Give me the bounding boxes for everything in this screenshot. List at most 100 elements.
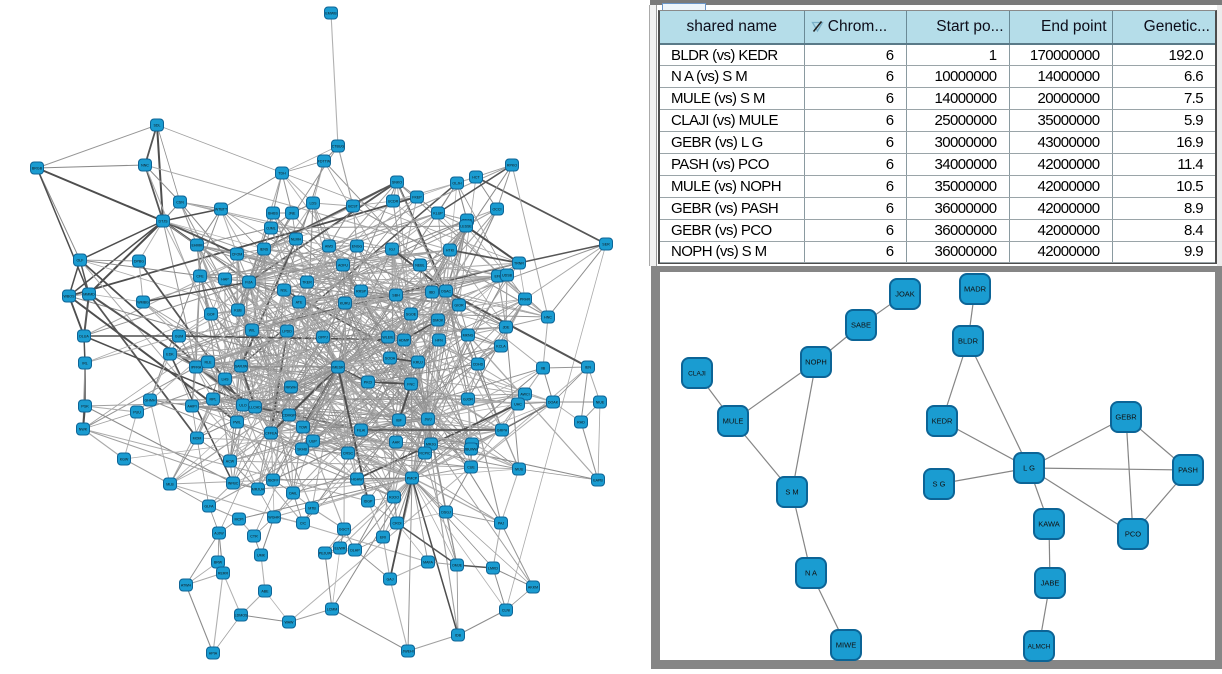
svg-text:RPL: RPL: [210, 398, 217, 402]
svg-text:AAIPI: AAIPI: [187, 405, 196, 409]
svg-text:FILAI: FILAI: [357, 429, 366, 433]
svg-text:AOFU: AOFU: [338, 264, 348, 268]
svg-text:TKER: TKER: [302, 281, 312, 285]
svg-text:HAP: HAP: [221, 278, 229, 282]
svg-text:AJJW: AJJW: [214, 532, 224, 536]
svg-text:OAIL: OAIL: [289, 492, 297, 496]
svg-text:IIB: IIB: [541, 367, 546, 371]
svg-text:DLUA: DLUA: [79, 335, 89, 339]
svg-text:FDTTW: FDTTW: [318, 160, 331, 164]
svg-text:RHD: RHD: [577, 421, 585, 425]
svg-text:IEN: IEN: [585, 366, 591, 370]
svg-text:DPBG: DPBG: [134, 260, 144, 264]
svg-text:LHS: LHS: [222, 378, 230, 382]
svg-text:PGK: PGK: [81, 405, 89, 409]
svg-text:KUB: KUB: [234, 309, 242, 313]
svg-text:HGHW: HGHW: [351, 478, 363, 482]
svg-text:EHMM: EHMM: [192, 244, 203, 248]
svg-text:IBF: IBF: [396, 419, 402, 423]
svg-text:GGCT: GGCT: [339, 528, 350, 532]
svg-text:CFOM: CFOM: [232, 253, 243, 257]
svg-text:SBH: SBH: [392, 294, 400, 298]
svg-text:EDK: EDK: [166, 353, 174, 357]
svg-text:FNC: FNC: [407, 383, 415, 387]
svg-text:IWJU: IWJU: [515, 468, 524, 472]
svg-text:GLFA: GLFA: [204, 505, 214, 509]
svg-text:UDSB: UDSB: [502, 274, 513, 278]
svg-text:SOOA: SOOA: [385, 357, 396, 361]
svg-text:MMMD: MMMD: [83, 293, 95, 297]
svg-text:GHMH: GHMH: [145, 399, 156, 403]
svg-text:IDB: IDB: [455, 634, 462, 638]
svg-text:JBOFF: JBOFF: [267, 479, 279, 483]
svg-text:RPKO: RPKO: [507, 164, 517, 168]
svg-text:ATE: ATE: [296, 301, 303, 305]
svg-text:WBOS: WBOS: [64, 295, 76, 299]
svg-text:CTBUG: CTBUG: [332, 145, 345, 149]
svg-text:KURU: KURU: [340, 302, 351, 306]
svg-text:KCLA: KCLA: [496, 345, 506, 349]
svg-text:CUE: CUE: [467, 466, 475, 470]
svg-text:CFFEA: CFFEA: [265, 432, 277, 436]
svg-text:EUWR: EUWR: [335, 547, 346, 551]
svg-text:CDMGP: CDMGP: [282, 414, 296, 418]
svg-text:TRNR: TRNR: [514, 262, 524, 266]
svg-text:BRGB: BRGB: [32, 167, 43, 171]
svg-text:MAFA: MAFA: [423, 561, 433, 565]
svg-text:DLHP: DLHP: [350, 549, 360, 553]
svg-text:SKHB: SKHB: [297, 448, 307, 452]
svg-text:JWEHI: JWEHI: [402, 650, 413, 654]
svg-text:HTKI: HTKI: [446, 249, 454, 253]
svg-text:INFBC: INFBC: [228, 482, 239, 486]
svg-text:OLF: OLF: [77, 259, 85, 263]
svg-text:ERI: ERI: [380, 536, 386, 540]
svg-text:CIC: CIC: [300, 522, 307, 526]
svg-text:OJML: OJML: [266, 227, 276, 231]
svg-text:BHBS: BHBS: [268, 212, 278, 216]
svg-text:UUP: UUP: [309, 440, 317, 444]
svg-text:IGJ: IGJ: [389, 248, 395, 252]
svg-text:PEJUW: PEJUW: [319, 552, 332, 556]
svg-text:PWL: PWL: [233, 421, 241, 425]
svg-text:GOF: GOF: [207, 313, 216, 317]
svg-text:CLNI: CLNI: [502, 609, 510, 613]
svg-text:IMESR: IMESR: [332, 366, 344, 370]
svg-text:RLE: RLE: [205, 361, 213, 365]
svg-text:ENGG: ENGG: [352, 245, 363, 249]
svg-text:DOAK: DOAK: [548, 401, 559, 405]
svg-text:HPIA: HPIA: [209, 652, 218, 656]
svg-text:UHC: UHC: [514, 403, 522, 407]
svg-text:CDHD: CDHD: [473, 363, 484, 367]
svg-text:GIOR: GIOR: [454, 304, 464, 308]
svg-text:HNC: HNC: [544, 316, 552, 320]
svg-text:GJOR: GJOR: [463, 398, 473, 402]
svg-text:ULO: ULO: [239, 404, 247, 408]
svg-text:MCPI: MCPI: [235, 518, 244, 522]
svg-text:GUM: GUM: [175, 335, 183, 339]
svg-text:WGHR: WGHR: [268, 516, 280, 520]
svg-text:RJOO: RJOO: [389, 496, 399, 500]
svg-text:UMK: UMK: [257, 554, 266, 558]
svg-text:KLUP: KLUP: [433, 212, 443, 216]
svg-text:MTB: MTB: [308, 507, 316, 511]
svg-text:OMJE: OMJE: [452, 564, 463, 568]
svg-text:JBUWW: JBUWW: [464, 448, 478, 452]
svg-text:KRUJ: KRUJ: [413, 361, 423, 365]
svg-text:CSN: CSN: [176, 201, 184, 205]
svg-text:OPPJ: OPPJ: [318, 336, 328, 340]
svg-text:DTJS: DTJS: [159, 220, 169, 224]
svg-text:LPDD: LPDD: [282, 330, 292, 334]
svg-text:SNKO: SNKO: [392, 181, 402, 185]
svg-text:FKEP: FKEP: [412, 196, 422, 200]
svg-text:WTBTT: WTBTT: [215, 208, 228, 212]
svg-text:MRJG: MRJG: [426, 443, 436, 447]
svg-text:HCT: HCT: [472, 176, 480, 180]
svg-text:PMCP: PMCP: [407, 477, 418, 481]
svg-text:LMKD: LMKD: [488, 567, 498, 571]
svg-text:AKKM: AKKM: [528, 586, 538, 590]
svg-text:NNC: NNC: [141, 164, 149, 168]
svg-text:RRSP: RRSP: [356, 290, 367, 294]
svg-text:LCMM: LCMM: [327, 608, 338, 612]
svg-text:TOW: TOW: [299, 426, 308, 430]
svg-text:MRJUH: MRJUH: [252, 488, 265, 492]
